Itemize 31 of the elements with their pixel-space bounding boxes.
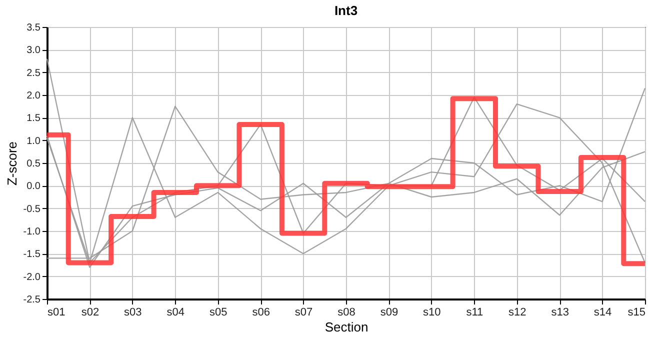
x-tick-label: s10 (423, 306, 441, 318)
y-tick-label: 3.5 (26, 22, 41, 34)
x-tick-label: s14 (594, 306, 612, 318)
x-tick-label: s03 (124, 306, 142, 318)
x-tick-label: s12 (508, 306, 526, 318)
y-tick-label: 2.0 (26, 90, 41, 102)
y-tick-label: 0.0 (26, 181, 41, 192)
x-axis-title: Section (324, 320, 368, 334)
y-tick-label: -1.5 (23, 249, 41, 260)
x-tick-label: s09 (380, 306, 398, 318)
x-tick-label: s11 (466, 306, 484, 318)
chart-title: Int3 (334, 3, 358, 18)
x-tick-label: s05 (209, 306, 228, 318)
y-tick-label: 1.5 (26, 113, 41, 124)
x-tick-label: s08 (338, 306, 356, 318)
x-tick-label: s15 (628, 306, 646, 318)
y-tick-label: -1.0 (23, 226, 41, 238)
y-tick-label: -0.5 (23, 204, 41, 215)
y-axis-title: Z-score (4, 141, 20, 186)
x-tick-label: s04 (166, 306, 185, 318)
y-tick-label: 0.5 (26, 158, 41, 170)
y-tick-label: 1.0 (26, 136, 41, 147)
y-tick-label: -2.5 (23, 294, 41, 306)
x-tick-label: s07 (294, 306, 313, 318)
x-tick-label: s06 (252, 306, 270, 318)
x-tick-label: s02 (81, 306, 100, 318)
x-tick-label: s13 (551, 306, 569, 318)
y-tick-label: 2.5 (26, 68, 41, 79)
y-tick-label: 3.0 (26, 45, 41, 56)
y-tick-label: -2.0 (23, 272, 41, 283)
x-tick-label: s01 (48, 306, 66, 318)
